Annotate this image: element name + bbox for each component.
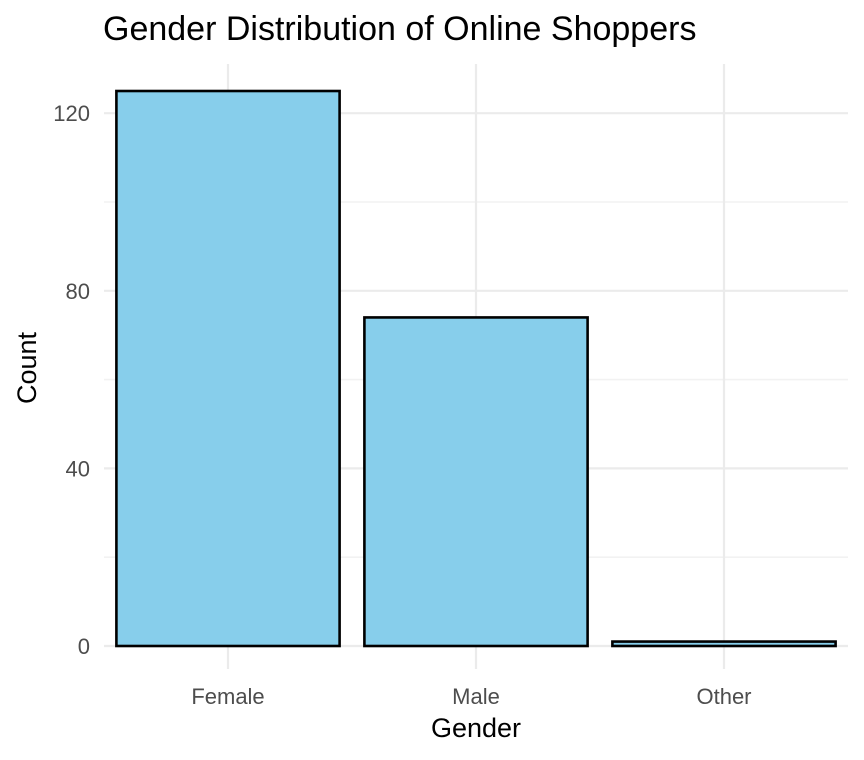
bar-other [611, 640, 837, 648]
y-tick-label: 80 [66, 279, 90, 304]
y-tick-label: 40 [66, 456, 90, 481]
bar-male [363, 316, 589, 648]
bars [115, 89, 837, 648]
x-axis-ticks: Female Male Other [191, 684, 751, 709]
x-tick-label: Female [191, 684, 264, 709]
bar-female [115, 89, 341, 648]
x-axis-title: Gender [431, 713, 521, 743]
y-axis-ticks: 0 40 80 120 [53, 101, 90, 659]
x-tick-label: Male [452, 684, 500, 709]
y-tick-label: 120 [53, 101, 90, 126]
y-axis-title: Count [12, 331, 42, 404]
chart-title: Gender Distribution of Online Shoppers [103, 10, 696, 48]
x-tick-label: Other [696, 684, 751, 709]
y-tick-label: 0 [78, 634, 90, 659]
